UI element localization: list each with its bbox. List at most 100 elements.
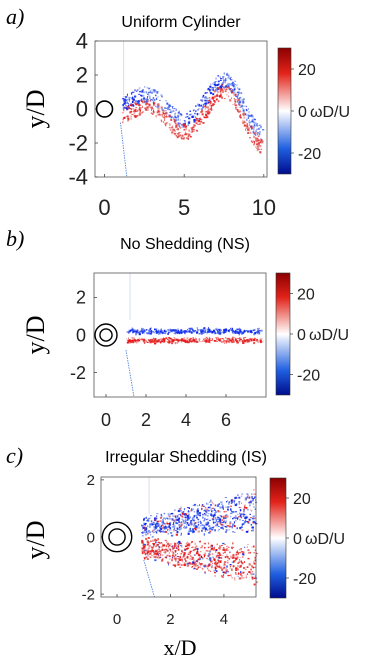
vorticity-speck <box>240 513 242 516</box>
vorticity-speck <box>151 332 153 334</box>
vorticity-speck <box>192 126 194 129</box>
vorticity-speck <box>177 133 180 135</box>
vortex-wake-b <box>126 327 264 345</box>
vorticity-speck <box>178 517 180 519</box>
vorticity-speck <box>139 339 141 342</box>
vorticity-speck <box>210 108 213 111</box>
vorticity-speck <box>174 133 176 134</box>
vorticity-speck <box>178 544 180 545</box>
vorticity-speck <box>128 96 131 99</box>
vorticity-speck <box>205 549 207 552</box>
vorticity-speck <box>253 135 255 139</box>
vorticity-speck <box>167 116 170 118</box>
vorticity-speck <box>171 558 173 561</box>
colorbar-tick-label: 20 <box>298 62 316 79</box>
y-tick-label: 2 <box>76 288 86 308</box>
vorticity-speck <box>179 524 182 526</box>
vorticity-speck <box>201 99 203 102</box>
vorticity-speck <box>142 105 143 108</box>
vorticity-speck <box>195 525 198 528</box>
vorticity-speck <box>178 518 180 521</box>
vorticity-speck <box>198 108 200 110</box>
vorticity-speck <box>164 556 167 558</box>
vorticity-speck <box>235 554 238 556</box>
vorticity-speck <box>243 121 247 123</box>
vorticity-speck <box>175 125 178 127</box>
vorticity-speck <box>253 545 255 548</box>
vorticity-speck <box>258 143 260 146</box>
vorticity-speck <box>136 332 138 334</box>
vorticity-speck <box>169 513 172 515</box>
vorticity-speck <box>202 340 204 342</box>
vorticity-speck <box>142 91 145 94</box>
vorticity-speck <box>192 331 194 333</box>
vorticity-speck <box>203 103 206 106</box>
vorticity-speck <box>198 120 200 123</box>
vorticity-speck <box>134 95 137 98</box>
vorticity-speck <box>204 96 207 98</box>
vorticity-speck <box>224 506 228 508</box>
vorticity-speck <box>219 547 221 551</box>
vorticity-speck <box>143 338 145 341</box>
vorticity-speck <box>175 126 178 129</box>
vorticity-speck <box>160 94 163 96</box>
vorticity-speck <box>149 540 152 542</box>
vorticity-speck <box>243 522 246 524</box>
vorticity-speck <box>148 105 150 108</box>
vorticity-speck <box>155 523 158 525</box>
vorticity-speck <box>257 142 259 144</box>
vorticity-speck <box>253 142 255 145</box>
vorticity-speck <box>194 561 196 563</box>
vorticity-speck <box>214 529 216 532</box>
vorticity-speck <box>244 497 247 500</box>
vorticity-speck <box>251 571 254 573</box>
vorticity-speck <box>205 564 207 566</box>
vorticity-speck <box>154 340 157 343</box>
vorticity-speck <box>128 332 130 334</box>
vorticity-speck <box>149 339 152 342</box>
vorticity-speck <box>210 107 212 109</box>
vorticity-speck <box>212 93 215 96</box>
vorticity-speck <box>151 108 154 110</box>
x-tick-label: 10 <box>252 195 276 220</box>
vorticity-speck <box>231 337 234 340</box>
vorticity-speck <box>164 531 167 533</box>
vorticity-speck <box>235 95 238 97</box>
vorticity-speck <box>224 556 227 559</box>
vorticity-speck <box>238 104 240 106</box>
vorticity-speck <box>236 328 239 331</box>
vorticity-speck <box>207 108 210 111</box>
vorticity-speck <box>243 567 246 570</box>
vorticity-speck <box>253 506 255 508</box>
vorticity-speck <box>214 504 216 507</box>
vorticity-speck <box>210 101 212 104</box>
vorticity-speck <box>236 84 238 87</box>
vorticity-speck <box>197 509 199 510</box>
vorticity-speck <box>142 338 145 341</box>
vorticity-speck <box>210 89 212 91</box>
vorticity-speck <box>166 550 169 552</box>
field-background <box>95 41 267 177</box>
vorticity-speck <box>237 552 239 555</box>
vorticity-speck <box>233 500 235 502</box>
vorticity-speck <box>153 97 155 99</box>
vorticity-speck <box>202 513 204 516</box>
vorticity-speck <box>144 107 146 109</box>
vorticity-speck <box>254 566 256 568</box>
vorticity-speck <box>245 507 248 509</box>
vorticity-speck <box>225 514 228 516</box>
vorticity-speck <box>180 558 183 561</box>
vorticity-speck <box>248 338 250 341</box>
vorticity-speck <box>177 111 180 114</box>
vorticity-speck <box>193 563 196 566</box>
vorticity-speck <box>152 113 154 115</box>
vorticity-speck <box>200 341 202 343</box>
vorticity-speck <box>146 525 149 528</box>
vorticity-speck <box>241 339 244 342</box>
vorticity-speck <box>158 332 160 335</box>
vorticity-speck <box>203 330 206 332</box>
vorticity-speck <box>174 550 177 552</box>
vorticity-speck <box>210 549 212 551</box>
vorticity-speck <box>222 528 224 530</box>
vorticity-speck <box>240 104 243 107</box>
